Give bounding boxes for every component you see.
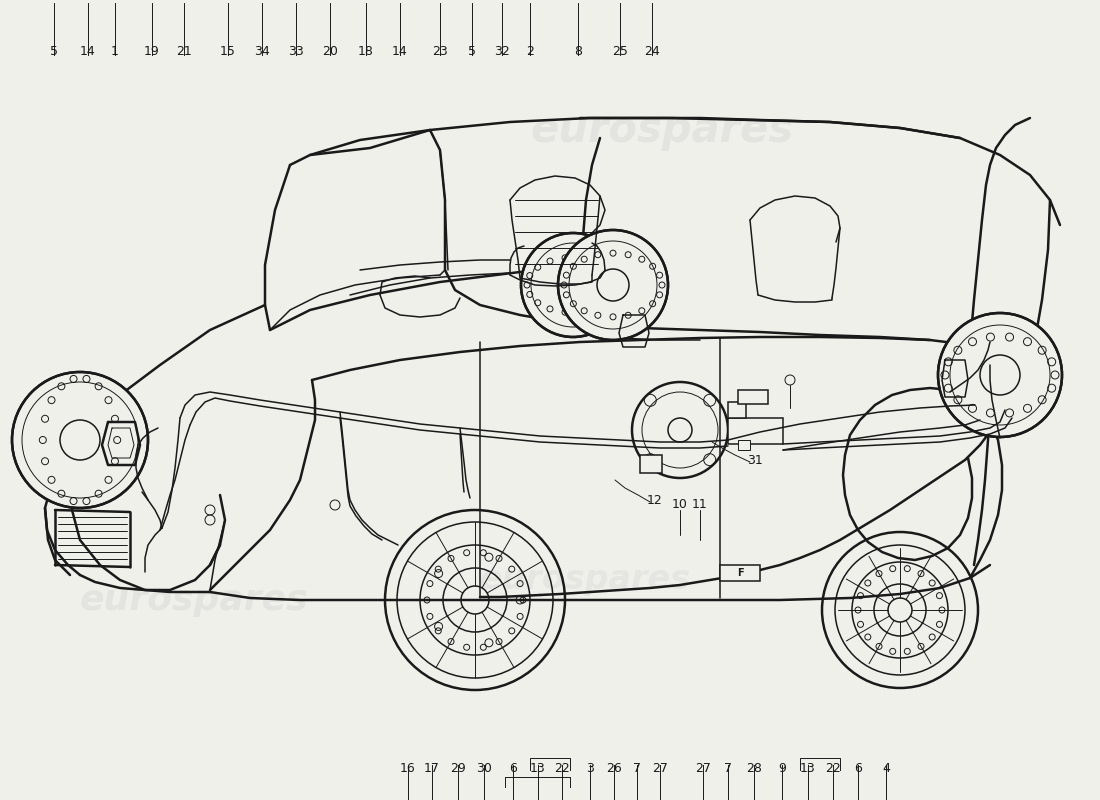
Bar [728,418,783,444]
Text: 17: 17 [425,762,440,775]
Text: eurospares: eurospares [480,563,691,597]
Text: 14: 14 [80,45,96,58]
Text: 5: 5 [50,45,58,58]
Text: 10: 10 [672,498,688,511]
Text: 23: 23 [432,45,448,58]
Text: 29: 29 [450,762,466,775]
Text: 11: 11 [692,498,708,511]
Bar [728,402,746,418]
Text: F: F [737,568,744,578]
Circle shape [938,313,1062,437]
Text: 25: 25 [612,45,628,58]
Text: eurospares: eurospares [80,583,309,617]
Text: 3: 3 [586,762,594,775]
Text: 13: 13 [530,762,546,775]
Text: 8: 8 [574,45,582,58]
Text: 22: 22 [554,762,570,775]
Text: 6: 6 [854,762,862,775]
Text: 30: 30 [476,762,492,775]
Text: 33: 33 [288,45,304,58]
Text: 26: 26 [606,762,621,775]
Text: 4: 4 [882,762,890,775]
Text: 20: 20 [322,45,338,58]
Text: 13: 13 [800,762,816,775]
Text: 2: 2 [526,45,534,58]
Text: 19: 19 [144,45,159,58]
Text: 5: 5 [468,45,476,58]
Text: 31: 31 [747,454,763,466]
Text: 22: 22 [825,762,840,775]
Text: 32: 32 [494,45,510,58]
Text: 27: 27 [695,762,711,775]
Text: 6: 6 [509,762,517,775]
Text: 12: 12 [647,494,663,506]
Circle shape [521,233,625,337]
Text: 16: 16 [400,762,416,775]
Circle shape [558,230,668,340]
Text: 1: 1 [111,45,119,58]
Bar [738,440,750,450]
Text: 24: 24 [645,45,660,58]
Text: 7: 7 [724,762,732,775]
Bar [720,565,760,581]
Text: 15: 15 [220,45,235,58]
Text: 18: 18 [359,45,374,58]
Bar [738,390,768,404]
Text: 9: 9 [778,762,785,775]
Text: 27: 27 [652,762,668,775]
Text: 34: 34 [254,45,270,58]
Bar [640,455,662,473]
Text: 28: 28 [746,762,762,775]
Text: eurospares: eurospares [530,109,793,151]
Circle shape [12,372,148,508]
Text: 14: 14 [392,45,408,58]
Text: 21: 21 [176,45,191,58]
Text: 7: 7 [632,762,641,775]
